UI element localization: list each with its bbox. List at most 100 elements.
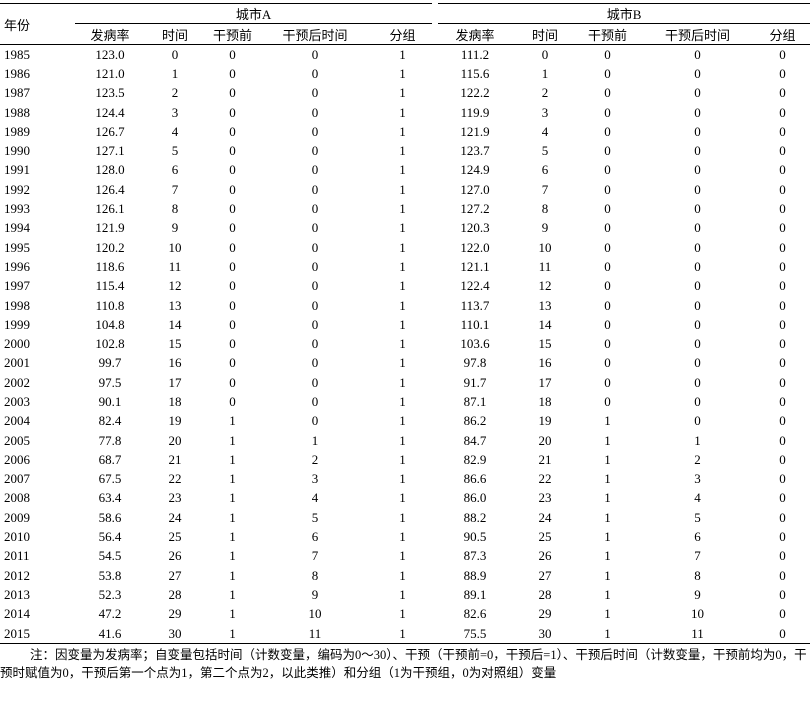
value-cell: 123.0 — [95, 46, 125, 62]
value-cell: 127.0 — [460, 181, 490, 197]
value-cell: 1 — [399, 529, 406, 545]
value-cell: 0 — [229, 297, 236, 313]
value-cell: 25 — [538, 529, 552, 545]
value-cell: 0 — [541, 46, 549, 62]
value-cell: 0 — [229, 393, 236, 409]
footnote: 注：因变量为发病率；自变量包括时间（计数变量，编码为0～30）、干预（干预前=0… — [0, 648, 807, 681]
value-cell: 58.6 — [98, 509, 122, 525]
value-cell: 0 — [229, 220, 236, 236]
value-cell: 10 — [308, 606, 322, 622]
value-cell: 1 — [399, 239, 406, 255]
year-cell: 2012 — [4, 567, 30, 583]
value-cell: 2 — [171, 85, 179, 101]
column-header: 发病率 — [75, 23, 145, 45]
value-cell: 124.9 — [460, 162, 490, 178]
value-cell: 1 — [399, 278, 406, 294]
value-cell: 1 — [399, 490, 406, 506]
value-cell: 0 — [604, 258, 611, 274]
value-cell: 3 — [541, 104, 549, 120]
table-row: 2010 56.4 25 1 6 1 90.5 25 1 6 0 — [0, 527, 810, 546]
column-header-row: 发病率 时间 干预前 干预后时间 分组 发病率 时间 干预前 干预后时间 分组 — [0, 23, 810, 45]
table-body: 1985 123.0 0 0 0 1 111.2 0 0 0 0 1986 121.0 1 0 0 1 115.6… — [0, 45, 810, 645]
value-cell: 0 — [171, 46, 179, 62]
value-cell: 1 — [399, 258, 406, 274]
table-row: 2009 58.6 24 1 5 1 88.2 24 1 5 0 — [0, 508, 810, 527]
value-cell: 0 — [311, 374, 319, 390]
value-cell: 1 — [399, 355, 406, 371]
value-cell: 0 — [694, 278, 701, 294]
value-cell: 103.6 — [460, 336, 490, 352]
value-cell: 0 — [694, 316, 701, 332]
value-cell: 8 — [171, 201, 179, 217]
value-cell: 1 — [399, 143, 406, 159]
value-cell: 0 — [311, 393, 319, 409]
value-cell: 41.6 — [75, 623, 145, 645]
value-cell: 0 — [779, 529, 786, 545]
value-cell: 0 — [779, 201, 786, 217]
value-cell: 0 — [604, 123, 611, 139]
value-cell: 27 — [538, 567, 552, 583]
value-cell: 0 — [229, 316, 236, 332]
value-cell: 110.8 — [95, 297, 125, 313]
value-cell: 1 — [399, 336, 406, 352]
value-cell: 122.0 — [460, 239, 490, 255]
column-header: 干预后时间 — [640, 23, 756, 45]
value-cell: 0 — [311, 258, 319, 274]
value-cell: 10 — [538, 239, 552, 255]
value-cell: 3 — [311, 471, 319, 487]
table-row: 2006 68.7 21 1 2 1 82.9 21 1 2 0 — [0, 450, 810, 469]
value-cell: 14 — [538, 316, 552, 332]
value-cell: 23 — [168, 490, 182, 506]
value-cell: 0 — [604, 143, 611, 159]
value-cell: 0 — [604, 297, 611, 313]
year-cell: 2000 — [4, 336, 30, 352]
value-cell: 13 — [168, 297, 182, 313]
value-cell: 0 — [604, 85, 611, 101]
column-header: 干预前 — [575, 23, 641, 45]
value-cell: 0 — [694, 104, 701, 120]
year-cell: 1989 — [4, 123, 30, 139]
year-cell: 2014 — [4, 606, 30, 622]
year-cell: 1986 — [4, 65, 30, 81]
value-cell: 0 — [229, 104, 236, 120]
column-header: 干预前 — [205, 23, 260, 45]
value-cell: 1 — [399, 548, 406, 564]
value-cell: 1 — [399, 471, 406, 487]
value-cell: 26 — [538, 548, 552, 564]
value-cell: 0 — [779, 278, 786, 294]
year-cell: 1996 — [4, 258, 30, 274]
year-cell: 1993 — [4, 201, 30, 217]
value-cell: 0 — [779, 471, 786, 487]
year-cell: 1985 — [4, 46, 30, 62]
value-cell: 1 — [694, 432, 701, 448]
value-cell: 1 — [399, 123, 406, 139]
value-cell: 0 — [779, 490, 786, 506]
value-cell: 0 — [694, 355, 701, 371]
value-cell: 110.1 — [460, 316, 490, 332]
year-cell: 2003 — [4, 393, 30, 409]
value-cell: 0 — [229, 123, 236, 139]
value-cell: 122.2 — [460, 85, 490, 101]
value-cell: 4 — [171, 123, 179, 139]
value-cell: 86.6 — [463, 471, 487, 487]
value-cell: 16 — [168, 355, 182, 371]
value-cell: 99.7 — [98, 355, 122, 371]
value-cell: 17 — [538, 374, 552, 390]
value-cell: 0 — [311, 143, 319, 159]
year-cell: 2002 — [4, 374, 30, 390]
table-row: 1994 121.9 9 0 0 1 120.3 9 0 0 0 — [0, 219, 810, 238]
value-cell: 8 — [541, 201, 549, 217]
value-cell: 22 — [168, 471, 182, 487]
value-cell: 0 — [311, 201, 319, 217]
value-cell: 121.9 — [460, 123, 490, 139]
value-cell: 0 — [229, 46, 236, 62]
table-row: 2003 90.1 18 0 0 1 87.1 18 0 0 0 — [0, 392, 810, 411]
year-cell: 1998 — [4, 297, 30, 313]
value-cell: 97.5 — [98, 374, 122, 390]
value-cell: 0 — [311, 123, 319, 139]
table-row: 2004 82.4 19 1 0 1 86.2 19 1 0 0 — [0, 412, 810, 431]
value-cell: 0 — [779, 413, 786, 429]
value-cell: 6 — [311, 529, 319, 545]
table-row: 1985 123.0 0 0 0 1 111.2 0 0 0 0 — [0, 45, 810, 65]
value-cell: 15 — [538, 336, 552, 352]
